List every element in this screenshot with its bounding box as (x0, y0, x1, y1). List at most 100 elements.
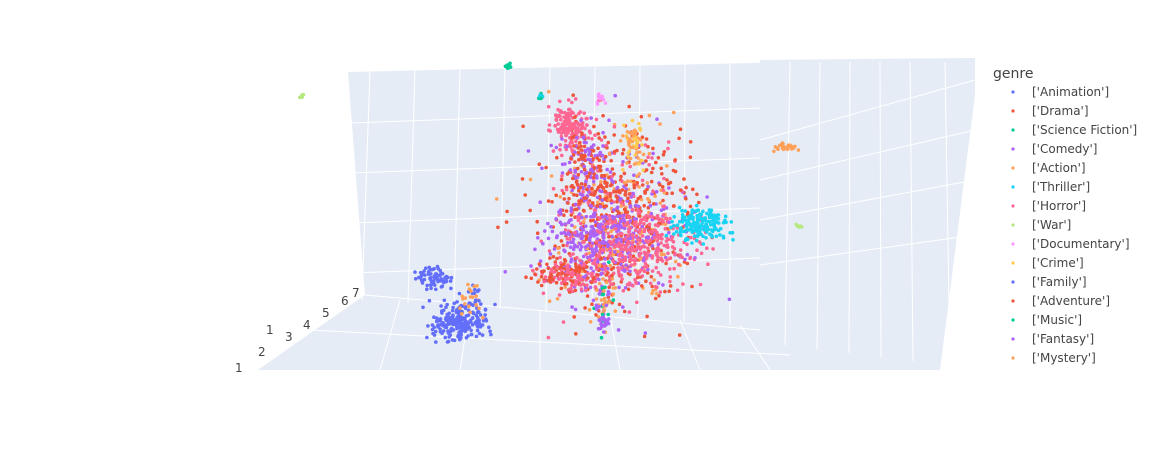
scatter-point (475, 284, 479, 288)
scatter-point (577, 269, 582, 274)
legend-item[interactable]: ['Horror'] (1011, 199, 1086, 213)
scatter-point (609, 256, 613, 261)
scatter-point (699, 251, 704, 256)
legend-item[interactable]: ['Drama'] (1011, 104, 1089, 118)
scatter-point (621, 217, 626, 221)
scatter-point (621, 160, 625, 164)
scatter-point (558, 255, 562, 260)
legend-item[interactable]: ['Action'] (1011, 161, 1086, 175)
legend-item[interactable]: ['Music'] (1011, 313, 1082, 327)
legend-item[interactable]: ['Fantasy'] (1011, 332, 1094, 346)
scatter-point (536, 236, 540, 240)
legend-marker (1011, 128, 1015, 132)
scatter-point (647, 151, 652, 156)
scatter-point (413, 270, 417, 274)
scatter-point (614, 227, 618, 231)
scatter-point (472, 284, 477, 289)
scatter-point (542, 269, 546, 273)
scatter-point (590, 280, 594, 285)
scatter-point (592, 214, 596, 219)
scatter-point (676, 274, 680, 279)
scatter-point (694, 203, 699, 208)
scatter-point (576, 146, 580, 150)
scatter-point (461, 316, 466, 320)
grid-line-right-wall (759, 79, 976, 141)
scatter-point (614, 244, 618, 248)
grid-line-right-wall (816, 61, 821, 350)
scatter-point (521, 124, 525, 129)
scatter-point (581, 240, 586, 245)
axis-tick-label: 4 (303, 318, 311, 332)
scatter-point (588, 320, 593, 324)
scatter-point (640, 158, 644, 163)
scatter-point (561, 243, 565, 248)
scatter-point (618, 251, 623, 256)
legend-item[interactable]: ['Animation'] (1011, 85, 1109, 99)
scatter-point (569, 279, 573, 283)
scatter-point (556, 122, 560, 126)
scatter-point (678, 231, 682, 235)
scatter-point (600, 312, 605, 317)
grid-line-right-wall (759, 129, 976, 181)
scatter-point (621, 288, 626, 293)
scatter-point (627, 227, 632, 232)
scatter-point (640, 284, 644, 288)
scatter-point (430, 267, 435, 272)
grid-line-floor (609, 314, 621, 371)
scatter-point (616, 266, 620, 270)
scatter-point (592, 124, 596, 129)
scatter-point (677, 136, 681, 141)
scatter-point (652, 278, 656, 282)
legend-item[interactable]: ['Crime'] (1011, 256, 1084, 270)
scatter-point (451, 322, 456, 327)
scatter-point (573, 121, 577, 125)
scatter-point (656, 156, 661, 160)
scatter-point (688, 204, 693, 209)
legend-item[interactable]: ['Thriller'] (1011, 180, 1090, 194)
scatter-point (638, 128, 643, 132)
legend-item[interactable]: ['Documentary'] (1011, 237, 1130, 251)
scatter-point (576, 172, 581, 177)
scatter-point (628, 253, 632, 258)
scatter-point (688, 140, 693, 144)
scatter-point (594, 267, 599, 271)
scatter-point (656, 270, 661, 275)
scatter-point (593, 279, 597, 284)
scatter-point (623, 257, 627, 261)
scatter-point (621, 148, 626, 152)
scatter-point (666, 140, 671, 144)
scatter-point (607, 254, 612, 258)
legend-item[interactable]: ['Family'] (1011, 275, 1087, 289)
legend-item[interactable]: ['Mystery'] (1011, 351, 1096, 365)
scatter-point (560, 153, 564, 158)
scatter-point (670, 219, 674, 224)
scatter-point (587, 184, 591, 189)
scatter-point (627, 104, 631, 109)
legend-item[interactable]: ['War'] (1011, 218, 1071, 232)
scatter-point (708, 222, 713, 227)
scatter-point (468, 319, 472, 323)
scatter-point (586, 201, 590, 205)
scatter-point (556, 246, 561, 250)
scatter-point (608, 251, 613, 255)
legend: genre ['Animation'] ['Drama'] ['Science Fi… (993, 66, 1137, 365)
legend-item[interactable]: ['Adventure'] (1011, 294, 1110, 308)
grid-line-floor (739, 324, 771, 371)
scatter-point (602, 289, 606, 293)
grid-line-vertical (499, 67, 506, 310)
scatter-point (579, 170, 584, 174)
scatter-point (584, 237, 589, 241)
scatter-point (601, 144, 605, 148)
scatter-point (664, 244, 669, 249)
legend-item[interactable]: ['Comedy'] (1011, 142, 1097, 156)
scatter-point (573, 230, 577, 235)
scatter-point (631, 283, 635, 288)
scatter-point (301, 92, 306, 97)
scatter-point (543, 275, 548, 279)
legend-item[interactable]: ['Science Fiction'] (1011, 123, 1137, 137)
scatter-point (645, 314, 649, 319)
scatter-point (630, 233, 635, 237)
scatter-point (468, 310, 472, 315)
scatter-point (589, 215, 593, 219)
